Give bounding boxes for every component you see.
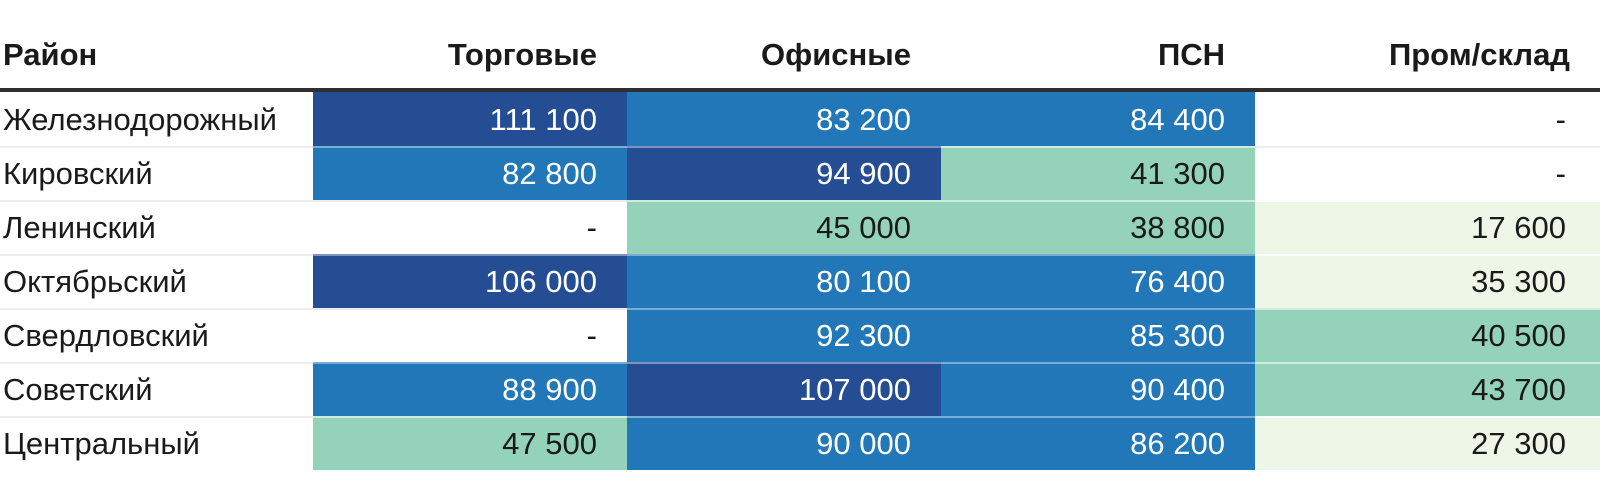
heatmap-cell: - <box>313 200 627 254</box>
heatmap-cell: 92 300 <box>627 308 941 362</box>
table-row: Кировский 82 800 94 900 41 300 - <box>0 146 1600 200</box>
column-header-retail: Торговые <box>447 37 597 72</box>
heatmap-cell: 83 200 <box>627 92 941 146</box>
heatmap-cell: 90 000 <box>627 416 941 470</box>
heatmap-cell: 82 800 <box>313 146 627 200</box>
column-header-district: Район <box>3 37 98 72</box>
heatmap-cell: 27 300 <box>1255 416 1600 470</box>
heatmap-cell: 106 000 <box>313 254 627 308</box>
district-label: Железнодорожный <box>0 92 313 146</box>
heatmap-cell: 111 100 <box>313 92 627 146</box>
heatmap-cell: 76 400 <box>941 254 1255 308</box>
heatmap-cell: 40 500 <box>1255 308 1600 362</box>
heatmap-cell: 85 300 <box>941 308 1255 362</box>
table-header: Район Торговые Офисные ПСН Пром/склад <box>0 0 1600 88</box>
heatmap-cell: 17 600 <box>1255 200 1600 254</box>
heatmap-table: Район Торговые Офисные ПСН Пром/склад Же… <box>0 0 1600 470</box>
heatmap-cell: 80 100 <box>627 254 941 308</box>
table-row: Ленинский - 45 000 38 800 17 600 <box>0 200 1600 254</box>
heatmap-cell: 47 500 <box>313 416 627 470</box>
column-header-psn: ПСН <box>1157 37 1225 72</box>
district-label: Центральный <box>0 416 313 470</box>
heatmap-cell: 45 000 <box>627 200 941 254</box>
district-label: Ленинский <box>0 200 313 254</box>
heatmap-cell: 86 200 <box>941 416 1255 470</box>
table-row: Свердловский - 92 300 85 300 40 500 <box>0 308 1600 362</box>
table-row: Советский 88 900 107 000 90 400 43 700 <box>0 362 1600 416</box>
heatmap-cell: 43 700 <box>1255 362 1600 416</box>
district-label: Советский <box>0 362 313 416</box>
table-row: Центральный 47 500 90 000 86 200 27 300 <box>0 416 1600 470</box>
heatmap-cell: 35 300 <box>1255 254 1600 308</box>
heatmap-cell: 88 900 <box>313 362 627 416</box>
heatmap-cell: 41 300 <box>941 146 1255 200</box>
heatmap-cell: 94 900 <box>627 146 941 200</box>
column-header-industrial: Пром/склад <box>1388 37 1570 72</box>
district-label: Кировский <box>0 146 313 200</box>
heatmap-cell: - <box>1255 92 1600 146</box>
heatmap-cell: 90 400 <box>941 362 1255 416</box>
heatmap-cell: - <box>313 308 627 362</box>
column-header-office: Офисные <box>761 37 911 72</box>
header-rule <box>0 88 1600 92</box>
table-row: Октябрьский 106 000 80 100 76 400 35 300 <box>0 254 1600 308</box>
heatmap-cell: - <box>1255 146 1600 200</box>
heatmap-cell: 38 800 <box>941 200 1255 254</box>
district-label: Октябрьский <box>0 254 313 308</box>
table-body: Железнодорожный 111 100 83 200 84 400 - … <box>0 92 1600 470</box>
district-label: Свердловский <box>0 308 313 362</box>
table-row: Железнодорожный 111 100 83 200 84 400 - <box>0 92 1600 146</box>
heatmap-cell: 84 400 <box>941 92 1255 146</box>
heatmap-cell: 107 000 <box>627 362 941 416</box>
